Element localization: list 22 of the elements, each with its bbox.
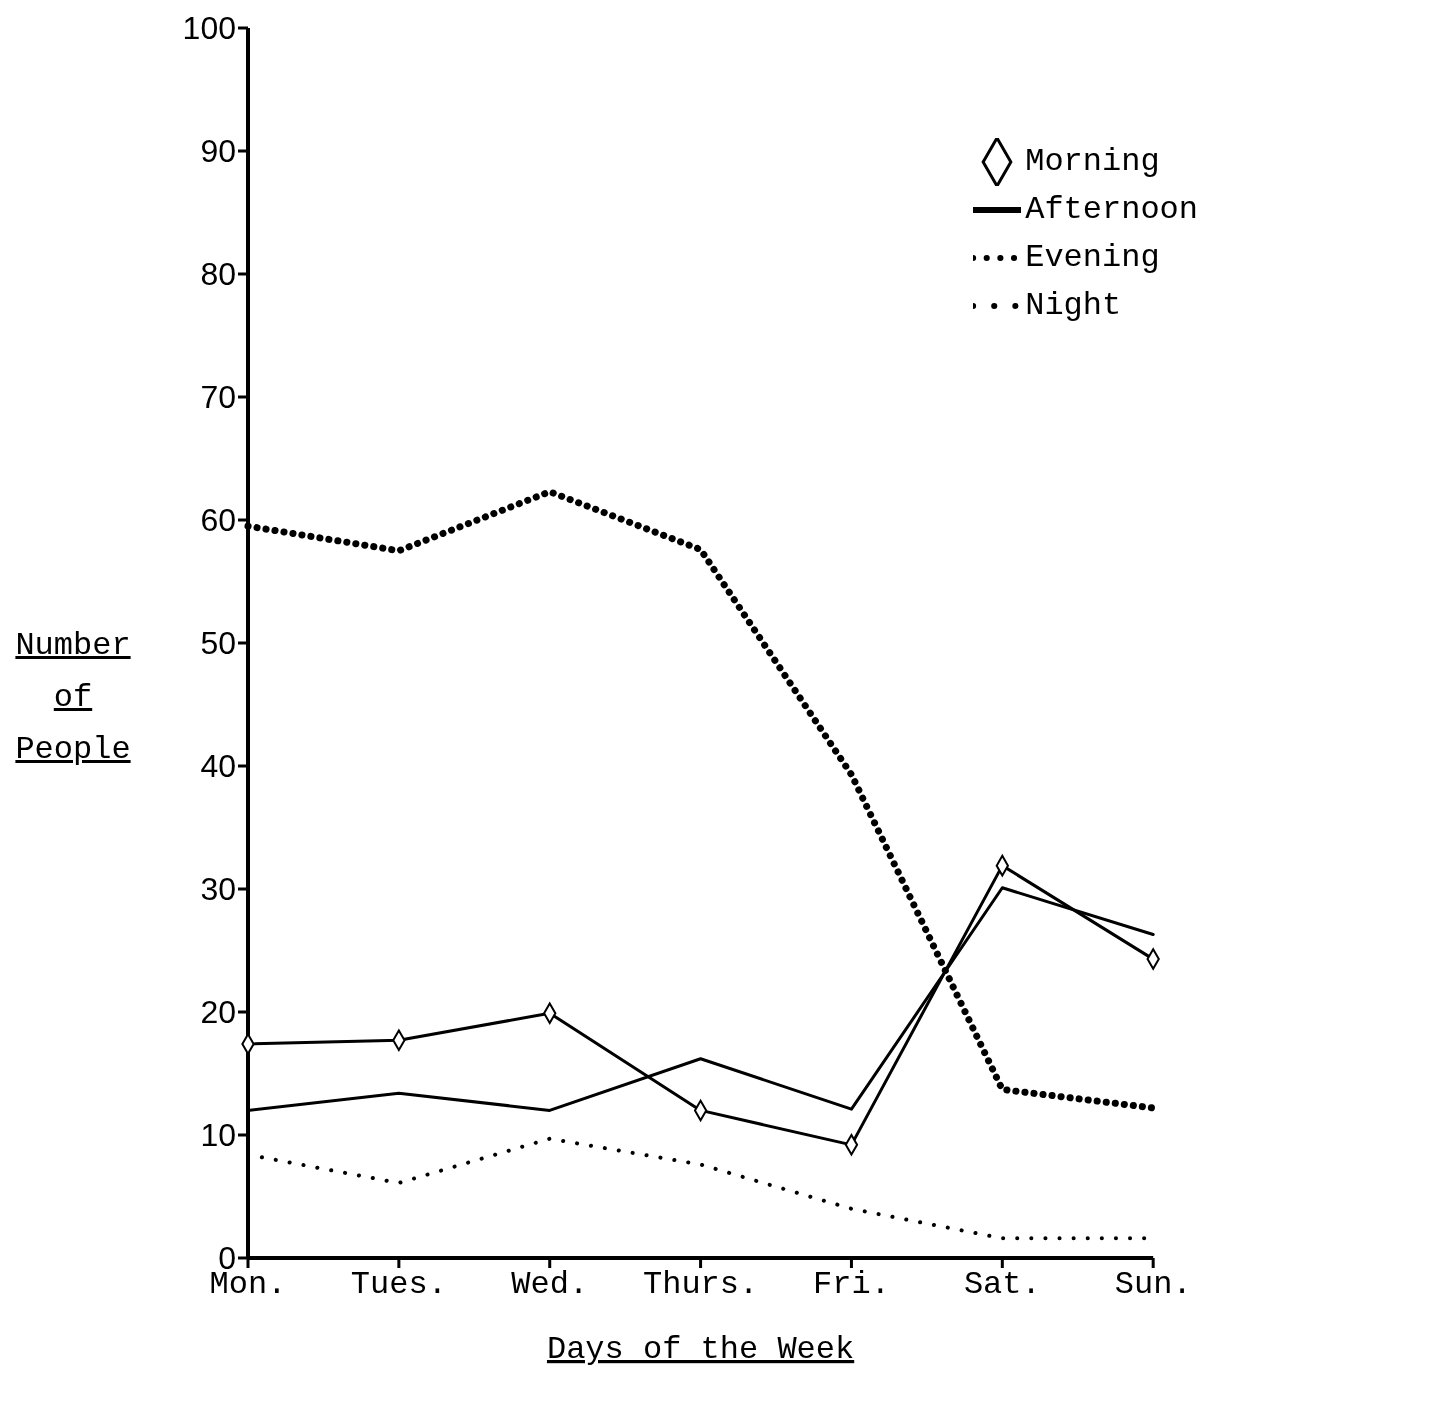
x-tick-label: Thurs. <box>642 1265 759 1303</box>
legend-label: Afternoon <box>1025 191 1198 229</box>
y-tick-label: 90 <box>200 133 236 170</box>
x-tick-label: Sat. <box>963 1265 1041 1303</box>
x-tick-label: Fri. <box>813 1265 890 1303</box>
legend-label: Evening <box>1025 239 1160 277</box>
y-tick-label: 20 <box>200 994 236 1031</box>
y-tick-label: 80 <box>200 256 236 293</box>
x-tick-label: Tues. <box>350 1265 447 1303</box>
y-tick-label: 60 <box>200 502 236 539</box>
y-tick-label: 10 <box>200 1117 236 1154</box>
x-tick-label: Sun. <box>1114 1265 1192 1303</box>
y-tick-label: 70 <box>200 379 236 416</box>
legend-label: Morning <box>1025 143 1160 181</box>
y-tick-label: 50 <box>200 625 236 662</box>
legend-label: Night <box>1025 287 1122 325</box>
x-axis-title: Days of the Week <box>546 1331 855 1368</box>
y-tick-label: 100 <box>182 10 236 47</box>
y-tick-label: 30 <box>200 871 236 908</box>
y-tick-label: 40 <box>200 748 236 785</box>
x-tick-label: Wed. <box>511 1265 589 1303</box>
y-axis-title: Number of People <box>14 626 132 770</box>
